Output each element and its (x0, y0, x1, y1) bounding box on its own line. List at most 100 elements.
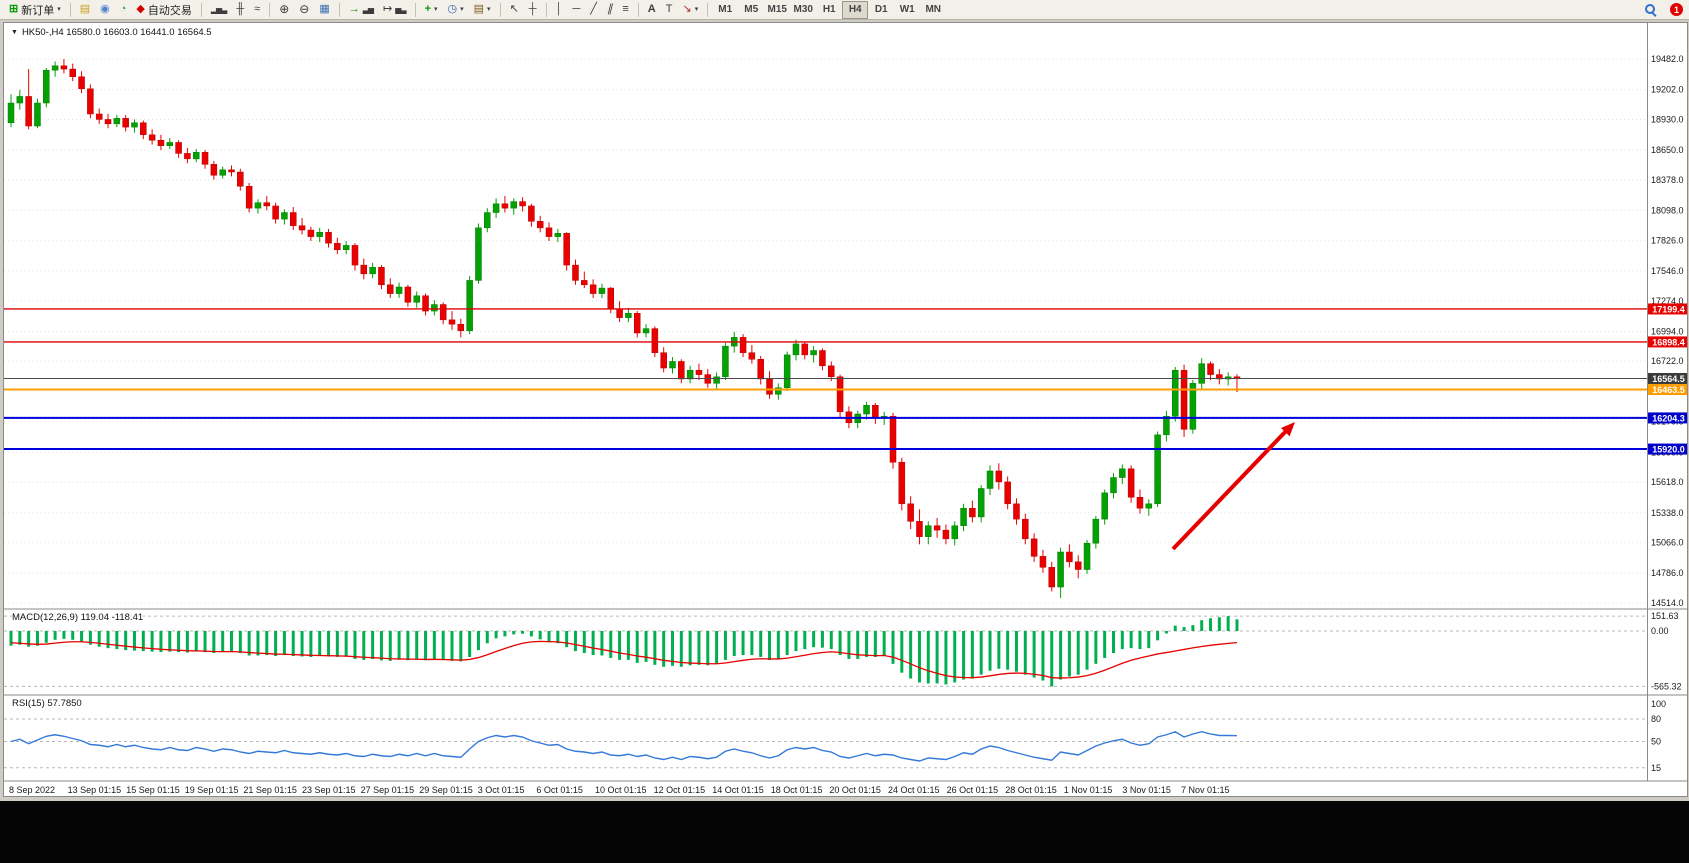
time-axis[interactable]: 8 Sep 2022 13 Sep 01:15 15 Sep 01:15 19 Sep… (9, 785, 1230, 795)
chevron-down-icon: ▾ (694, 6, 699, 13)
timeframe-button-h4[interactable]: H4 (842, 0, 869, 19)
trendline-icon: ╱ (590, 3, 597, 15)
text-icon: A (647, 3, 656, 15)
price-gridlines (4, 58, 1647, 604)
notification-badge[interactable]: 1 (1670, 3, 1683, 16)
timeframe-button-d1[interactable]: D1 (868, 1, 894, 19)
arrows-tool-button[interactable]: ↘ ▾ (677, 1, 703, 19)
autotrading-button[interactable]: ◆ 自动交易 (131, 1, 196, 19)
line-chart-button[interactable]: ≈ (249, 1, 265, 19)
toolbar-separator (414, 2, 416, 17)
toolbar-separator (338, 2, 340, 17)
zoom-out-icon: ⊖ (299, 2, 310, 16)
channel-tool-button[interactable]: ∥ (602, 1, 618, 19)
search-icon (1645, 3, 1657, 16)
horizontal-line-tool-button[interactable]: ─ (567, 1, 585, 19)
bottom-black-bar (0, 801, 1689, 863)
chart-canvas[interactable]: 19482.0 19202.0 18930.0 18650.0 18378.0 18098… (4, 23, 1689, 796)
svg-text:6 Oct 01:15: 6 Oct 01:15 (536, 785, 583, 795)
svg-text:3 Nov 01:15: 3 Nov 01:15 (1122, 785, 1171, 795)
timeframe-button-m5[interactable]: M5 (738, 1, 764, 19)
zoom-in-button[interactable]: ⊕ (274, 1, 294, 19)
crosshair-tool-button[interactable]: ┼ (524, 1, 542, 19)
label-icon: T (665, 3, 673, 15)
data-window-button[interactable]: ◉ (95, 1, 115, 19)
cursor-icon: ↖ (509, 3, 519, 15)
svg-text:18098.0: 18098.0 (1651, 206, 1684, 216)
fibonacci-icon: ≡ (622, 3, 629, 15)
price-badge-16898.4 (1648, 336, 1689, 348)
svg-text:19482.0: 19482.0 (1651, 54, 1684, 64)
zoom-out-button[interactable]: ⊖ (294, 1, 314, 19)
svg-text:18650.0: 18650.0 (1651, 145, 1684, 155)
fibonacci-tool-button[interactable]: ≡ (617, 1, 633, 19)
navigator-button[interactable]: ◔ (115, 1, 132, 19)
candlestick-chart-button[interactable]: ╫ (231, 1, 249, 19)
new-order-button[interactable]: ⊞ 新订单 ▾ (4, 1, 66, 19)
zoom-in-icon: ⊕ (279, 2, 290, 16)
svg-text:15 Sep 01:15: 15 Sep 01:15 (126, 785, 180, 795)
timeframe-button-h1[interactable]: H1 (816, 1, 842, 19)
timeframe-button-m1[interactable]: M1 (712, 1, 738, 19)
bar-chart-button[interactable]: ▂▅▃ (206, 1, 231, 19)
templates-button[interactable]: ▤ ▾ (469, 1, 496, 19)
price-badge-15920.0 (1648, 443, 1689, 455)
arrow-object-icon: ↘ (682, 3, 692, 15)
chart-area: 19482.0 19202.0 18930.0 18650.0 18378.0 18098… (3, 22, 1689, 797)
vertical-line-tool-button[interactable]: │ (551, 1, 568, 19)
svg-text:16722.0: 16722.0 (1651, 356, 1684, 366)
tile-windows-icon: ▦ (319, 3, 330, 15)
price-axis[interactable]: 19482.0 19202.0 18930.0 18650.0 18378.0 18098… (1651, 54, 1684, 608)
timeframe-button-w1[interactable]: W1 (894, 1, 920, 19)
rsi-panel: 100 80 50 15 (4, 699, 1666, 773)
timeframe-group: M1 M5 M15 M30 H1 H4 D1 W1 MN (712, 0, 946, 19)
svg-text:24 Oct 01:15: 24 Oct 01:15 (888, 785, 940, 795)
label-tool-button[interactable]: T (661, 1, 678, 19)
horizontal-line-icon: ─ (572, 3, 581, 15)
macd-panel: 151.63 0.00 -565.32 (4, 611, 1682, 691)
timeframe-button-m15[interactable]: M15 (764, 1, 790, 19)
periods-button[interactable]: ◷ ▾ (443, 1, 469, 19)
autotrading-icon: ◆ (136, 3, 145, 15)
svg-text:26 Oct 01:15: 26 Oct 01:15 (947, 785, 999, 795)
chart-dropdown-icon[interactable]: ▼ (11, 29, 18, 36)
svg-text:29 Sep 01:15: 29 Sep 01:15 (419, 785, 473, 795)
svg-text:8 Sep 2022: 8 Sep 2022 (9, 785, 55, 795)
search-button[interactable] (1640, 1, 1662, 19)
svg-text:0.00: 0.00 (1651, 626, 1669, 636)
svg-text:15338.0: 15338.0 (1651, 508, 1684, 518)
text-tool-button[interactable]: A (643, 1, 661, 19)
svg-text:15920.0: 15920.0 (1652, 445, 1685, 455)
tile-windows-button[interactable]: ▦ (314, 1, 334, 19)
svg-text:18 Oct 01:15: 18 Oct 01:15 (771, 785, 823, 795)
timeframe-button-mn[interactable]: MN (920, 1, 946, 19)
timeframe-button-m30[interactable]: M30 (790, 1, 816, 19)
macd-signal-line (10, 640, 1238, 679)
chevron-down-icon: ▾ (460, 6, 464, 13)
svg-text:17826.0: 17826.0 (1651, 235, 1684, 245)
bars-icon: ▃▅ (362, 5, 374, 14)
crosshair-icon: ┼ (528, 3, 537, 15)
indicators-plus-icon: + (424, 3, 431, 15)
new-order-label: 新订单 (21, 4, 55, 17)
price-badge-17199.4 (1648, 303, 1689, 315)
macd-label: MACD(12,26,9) 119.04 -118.41 (12, 612, 144, 623)
market-watch-button[interactable]: ▤ (75, 1, 95, 19)
indicators-button[interactable]: + ▾ (420, 1, 443, 19)
price-badge-16463.5 (1648, 384, 1689, 396)
svg-text:15: 15 (1651, 763, 1661, 773)
chart-shift-button[interactable]: ↦ ▅▃ (378, 1, 411, 19)
toolbar-right-cluster: 1 (1640, 1, 1685, 19)
svg-text:-565.32: -565.32 (1651, 681, 1682, 691)
trendline-tool-button[interactable]: ╱ (585, 1, 602, 19)
auto-scroll-button[interactable]: → ▃▅ (344, 1, 378, 19)
trend-arrow-annotation[interactable] (1171, 422, 1295, 551)
svg-text:17199.4: 17199.4 (1652, 304, 1685, 314)
chevron-down-icon: ▾ (487, 6, 491, 13)
svg-text:16204.3: 16204.3 (1652, 413, 1685, 423)
vertical-line-icon: │ (555, 3, 563, 15)
cursor-tool-button[interactable]: ↖ (505, 1, 524, 19)
svg-text:14 Oct 01:15: 14 Oct 01:15 (712, 785, 764, 795)
svg-text:10 Oct 01:15: 10 Oct 01:15 (595, 785, 647, 795)
